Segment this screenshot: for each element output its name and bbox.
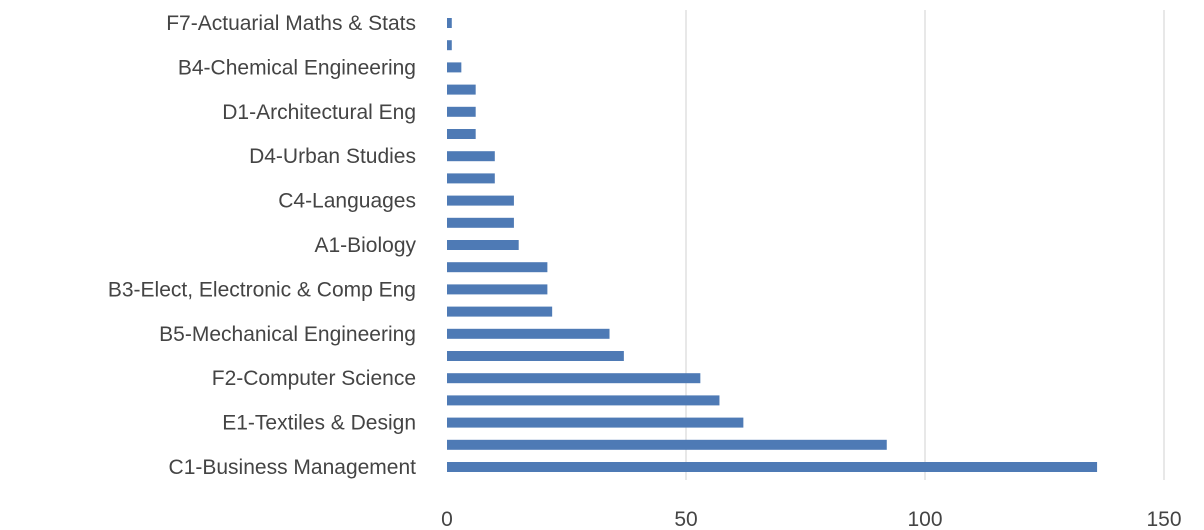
bar (447, 129, 476, 139)
category-label: F7-Actuarial Maths & Stats (166, 12, 416, 35)
x-tick-label: 100 (907, 508, 942, 530)
category-label: D1-Architectural Eng (222, 101, 416, 124)
category-label: A1-Biology (314, 234, 416, 257)
x-axis-tick-labels: 0 50 100 150 (441, 508, 1181, 530)
x-tick-label: 50 (674, 508, 697, 530)
bars (447, 18, 1098, 472)
x-tick-label: 0 (441, 508, 453, 530)
bar (447, 195, 514, 206)
bar (447, 240, 519, 250)
category-label: D4-Urban Studies (249, 145, 416, 168)
category-label: E1-Textiles & Design (222, 412, 416, 435)
category-label: B5-Mechanical Engineering (159, 323, 416, 346)
bar (447, 62, 462, 73)
bar (447, 439, 887, 450)
gridlines (685, 10, 1165, 480)
bar (447, 395, 720, 406)
x-tick-label: 150 (1146, 508, 1181, 530)
category-label: B3-Elect, Electronic & Comp Eng (108, 278, 416, 301)
bar (447, 306, 553, 317)
bar (447, 84, 476, 95)
category-label: F2-Computer Science (212, 367, 416, 390)
bar (447, 151, 495, 162)
category-label: C1-Business Management (169, 456, 417, 479)
category-label: C4-Languages (278, 190, 416, 213)
category-label: B4-Chemical Engineering (178, 56, 416, 79)
bar (447, 373, 701, 384)
bar (447, 217, 514, 228)
bar (447, 284, 548, 295)
bar (447, 351, 624, 361)
bar (447, 40, 452, 51)
bar (447, 106, 476, 117)
bar (447, 417, 744, 428)
bar (447, 462, 1098, 472)
category-labels: C1-Business Management E1-Textiles & Desi… (108, 12, 417, 479)
bar (447, 262, 548, 273)
bar (447, 18, 452, 28)
bar (447, 328, 610, 339)
bar (447, 173, 495, 184)
